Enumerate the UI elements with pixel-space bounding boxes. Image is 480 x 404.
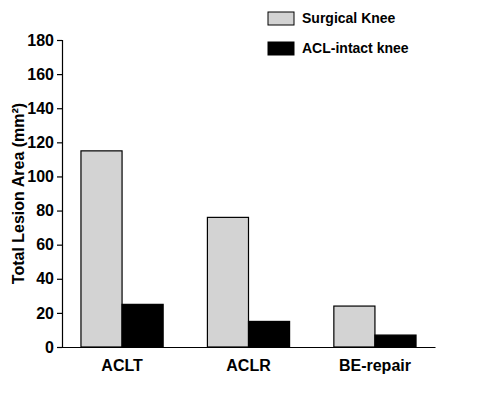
y-tick: 20 bbox=[36, 305, 62, 322]
legend-swatch bbox=[268, 12, 294, 25]
x-axis-line bbox=[63, 347, 436, 348]
y-tick: 0 bbox=[45, 339, 62, 356]
bar bbox=[122, 304, 163, 347]
y-tick-label: 80 bbox=[36, 202, 54, 219]
y-tick: 40 bbox=[36, 270, 62, 287]
bars bbox=[81, 151, 416, 347]
y-tick-label: 160 bbox=[27, 66, 54, 83]
plot: 0 20 40 60 80 100 120 140 160 180 ACLT ACLR BE-repai… bbox=[27, 32, 435, 374]
y-tick: 180 bbox=[27, 32, 62, 49]
y-tick-label: 40 bbox=[36, 270, 54, 287]
y-tick: 160 bbox=[27, 66, 62, 83]
legend-label: ACL-intact knee bbox=[302, 40, 409, 56]
y-tick-mark bbox=[57, 176, 62, 177]
bar bbox=[334, 306, 375, 347]
legend-swatch bbox=[268, 42, 294, 55]
bar bbox=[207, 217, 248, 347]
y-tick: 100 bbox=[27, 168, 62, 185]
y-tick-mark bbox=[57, 108, 62, 109]
x-tick: ACLR bbox=[226, 347, 271, 374]
y-tick-mark bbox=[57, 279, 62, 280]
bar bbox=[81, 151, 122, 347]
y-tick: 120 bbox=[27, 134, 62, 151]
y-tick-label: 100 bbox=[27, 168, 54, 185]
x-tick: ACLT bbox=[101, 347, 143, 374]
y-axis: 0 20 40 60 80 100 120 140 160 180 bbox=[27, 32, 62, 356]
y-tick-label: 0 bbox=[45, 339, 54, 356]
y-tick-label: 60 bbox=[36, 236, 54, 253]
x-axis: ACLT ACLR BE-repair bbox=[63, 347, 436, 374]
y-tick: 80 bbox=[36, 202, 62, 219]
x-tick-label: ACLR bbox=[226, 357, 271, 374]
legend-item: Surgical Knee bbox=[268, 10, 396, 26]
y-tick-mark bbox=[57, 74, 62, 75]
legend: Surgical Knee ACL-intact knee bbox=[268, 10, 409, 56]
y-tick-mark bbox=[57, 210, 62, 211]
x-tick-label: BE-repair bbox=[339, 357, 411, 374]
y-tick-label: 180 bbox=[27, 32, 54, 49]
legend-label: Surgical Knee bbox=[302, 10, 396, 26]
bar bbox=[249, 321, 290, 347]
y-tick-label: 140 bbox=[27, 100, 54, 117]
y-tick-mark bbox=[57, 347, 62, 348]
y-axis-title: Total Lesion Area (mm²) bbox=[10, 103, 27, 284]
y-tick-label: 120 bbox=[27, 134, 54, 151]
y-tick: 60 bbox=[36, 236, 62, 253]
y-tick-mark bbox=[57, 245, 62, 246]
bar bbox=[375, 335, 416, 347]
x-tick: BE-repair bbox=[339, 347, 411, 374]
y-tick-mark bbox=[57, 40, 62, 41]
chart: 0 20 40 60 80 100 120 140 160 180 ACLT ACLR BE-repai… bbox=[0, 0, 480, 404]
y-axis-line bbox=[57, 41, 63, 348]
x-tick-label: ACLT bbox=[101, 357, 143, 374]
legend-item: ACL-intact knee bbox=[268, 40, 409, 56]
y-tick-mark bbox=[57, 142, 62, 143]
y-tick-label: 20 bbox=[36, 305, 54, 322]
y-tick-mark bbox=[57, 313, 62, 314]
y-tick: 140 bbox=[27, 100, 62, 117]
